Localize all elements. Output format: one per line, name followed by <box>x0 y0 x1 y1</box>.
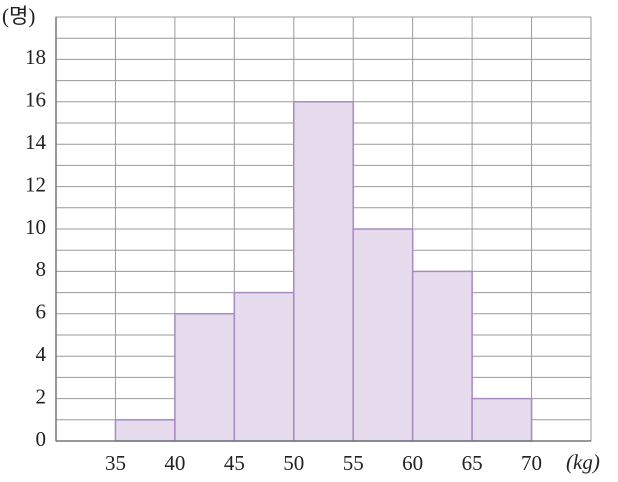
y-tick-label: 12 <box>25 172 46 196</box>
x-tick-label: 40 <box>164 451 185 475</box>
y-tick-label: 0 <box>36 427 47 451</box>
y-tick-label: 18 <box>25 45 46 69</box>
bar <box>471 397 533 442</box>
bar <box>174 313 236 442</box>
x-tick-label: 55 <box>343 451 364 475</box>
bar <box>293 101 354 442</box>
bar <box>233 291 295 442</box>
y-tick-label: 6 <box>36 300 47 324</box>
y-tick-label: 14 <box>25 130 47 154</box>
y-tick-label: 2 <box>36 384 47 408</box>
x-tick-label: 60 <box>402 451 423 475</box>
x-tick-label: 70 <box>521 451 542 475</box>
bar <box>352 228 414 442</box>
y-tick-label: 8 <box>36 257 47 281</box>
y-tick-label: 16 <box>25 88 46 112</box>
x-tick-label: 50 <box>283 451 304 475</box>
x-tick-label: 45 <box>224 451 245 475</box>
x-tick-label: 65 <box>462 451 483 475</box>
y-tick-label: 4 <box>36 342 47 366</box>
y-tick-label: 10 <box>25 215 46 239</box>
bar <box>114 419 176 442</box>
bar <box>411 270 473 442</box>
y-unit-label: (명) <box>2 4 35 28</box>
x-tick-label: 35 <box>105 451 126 475</box>
x-unit-label: (kg) <box>566 450 600 474</box>
